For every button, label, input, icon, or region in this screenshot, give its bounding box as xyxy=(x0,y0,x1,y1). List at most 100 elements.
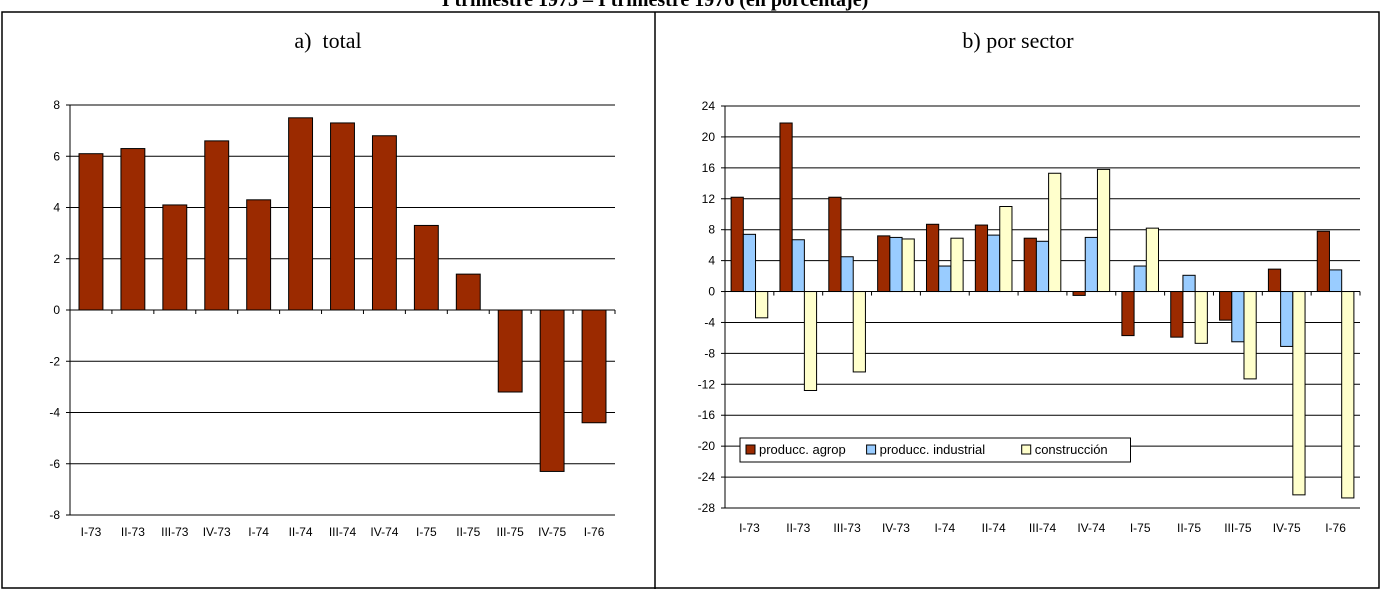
legend-swatch xyxy=(1021,444,1032,455)
bar xyxy=(1219,291,1233,321)
y-tick-label: -20 xyxy=(698,439,716,453)
bar xyxy=(1133,265,1147,293)
y-tick-label: -28 xyxy=(698,501,716,515)
bar xyxy=(1267,268,1282,293)
legend-label: producc. industrial xyxy=(880,442,986,457)
frame xyxy=(1,11,1380,589)
bar xyxy=(938,265,952,293)
bar xyxy=(901,238,915,293)
bar xyxy=(974,224,989,293)
bar xyxy=(1023,237,1037,293)
bar xyxy=(1096,168,1111,293)
x-tick-label: I-74 xyxy=(248,525,269,539)
bar xyxy=(1194,291,1208,344)
bar xyxy=(246,199,272,311)
bar xyxy=(1341,291,1355,499)
bar xyxy=(791,239,805,293)
bar xyxy=(539,309,565,472)
y-tick-label: 20 xyxy=(702,130,716,144)
bar xyxy=(1280,291,1294,347)
bar xyxy=(330,122,355,311)
bar xyxy=(497,309,523,393)
chart-title: a) total xyxy=(294,28,361,53)
x-tick-label: I-76 xyxy=(584,525,605,539)
x-tick-label: III-75 xyxy=(1224,521,1252,535)
bar xyxy=(288,117,314,311)
bar xyxy=(1316,230,1330,293)
x-tick-label: IV-73 xyxy=(882,521,910,535)
x-tick-label: I-75 xyxy=(416,525,437,539)
x-tick-label: I-73 xyxy=(81,525,102,539)
bar xyxy=(1145,227,1160,293)
bar xyxy=(755,291,769,319)
chart-title: b) por sector xyxy=(962,28,1074,53)
bar xyxy=(987,234,1001,293)
x-tick-label: II-74 xyxy=(289,525,313,539)
bar xyxy=(840,256,854,293)
bar xyxy=(889,236,903,293)
bar xyxy=(1048,172,1062,293)
bar xyxy=(999,206,1013,293)
bar xyxy=(1170,291,1184,338)
x-tick-label: I-74 xyxy=(934,521,955,535)
legend-label: construcción xyxy=(1035,442,1108,457)
x-tick-label: III-75 xyxy=(497,525,525,539)
x-tick-label: IV-73 xyxy=(203,525,231,539)
x-tick-label: II-75 xyxy=(1177,521,1201,535)
x-tick-label: IV-75 xyxy=(538,525,566,539)
bar xyxy=(1182,274,1196,293)
x-tick-label: III-73 xyxy=(833,521,861,535)
bar xyxy=(1292,291,1306,496)
x-tick-label: II-73 xyxy=(786,521,810,535)
y-tick-label: 0 xyxy=(53,303,60,317)
x-tick-label: III-74 xyxy=(1029,521,1057,535)
bar xyxy=(413,224,439,311)
bar xyxy=(925,223,940,293)
y-tick-label: 16 xyxy=(702,161,716,175)
bar xyxy=(455,273,481,311)
bar xyxy=(803,291,818,391)
x-tick-label: IV-74 xyxy=(370,525,398,539)
x-tick-label: I-73 xyxy=(739,521,760,535)
x-tick-label: IV-74 xyxy=(1077,521,1105,535)
bar xyxy=(828,196,842,293)
bar xyxy=(730,196,744,293)
x-tick-label: II-73 xyxy=(121,525,145,539)
page-heading: I trimestre 1973 – I trimestre 1976 (en … xyxy=(442,0,869,11)
legend-swatch xyxy=(745,444,756,455)
x-tick-label: III-73 xyxy=(161,525,189,539)
y-tick-label: 4 xyxy=(53,201,60,215)
y-tick-label: -16 xyxy=(698,408,716,422)
bar xyxy=(1035,240,1050,293)
x-tick-label: I-75 xyxy=(1130,521,1151,535)
y-tick-label: 12 xyxy=(702,192,716,206)
x-tick-label: II-75 xyxy=(456,525,480,539)
y-tick-label: -8 xyxy=(49,508,60,522)
bar xyxy=(162,204,188,311)
y-tick-label: 6 xyxy=(53,149,60,163)
bar xyxy=(120,148,146,311)
y-tick-label: 4 xyxy=(708,254,715,268)
y-tick-label: 0 xyxy=(708,285,715,299)
legend-label: producc. agrop xyxy=(759,442,846,457)
bar xyxy=(1243,291,1257,380)
x-tick-label: III-74 xyxy=(329,525,357,539)
y-tick-label: -8 xyxy=(704,346,715,360)
x-tick-label: IV-75 xyxy=(1273,521,1301,535)
y-tick-label: -12 xyxy=(698,377,716,391)
bar xyxy=(877,235,891,293)
y-tick-label: -4 xyxy=(49,406,60,420)
x-tick-label: II-74 xyxy=(982,521,1006,535)
y-tick-label: -2 xyxy=(49,354,60,368)
bar xyxy=(371,135,397,311)
bar xyxy=(78,153,104,311)
legend-swatch xyxy=(866,444,877,455)
y-tick-label: -24 xyxy=(698,470,716,484)
bar xyxy=(779,122,793,293)
bar xyxy=(742,233,757,293)
bar xyxy=(581,309,607,424)
y-tick-label: 24 xyxy=(702,99,716,113)
bar xyxy=(1231,291,1245,343)
bar xyxy=(852,291,866,373)
